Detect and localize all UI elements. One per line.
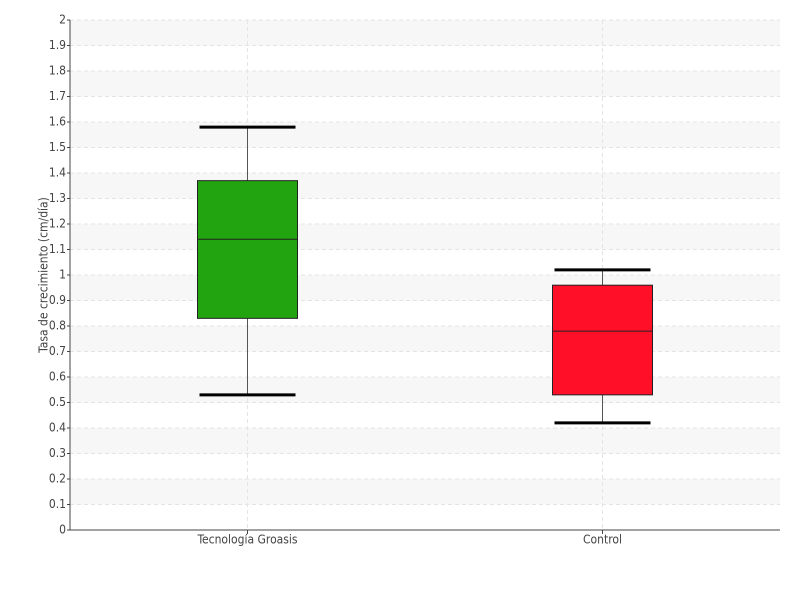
grid-band [70, 71, 780, 97]
y-tick-label: 2 [59, 13, 66, 27]
y-tick-label: 1.4 [49, 166, 66, 180]
y-tick-label: 0.5 [49, 395, 66, 409]
grid-band [70, 275, 780, 301]
x-tick-label: Control [583, 533, 622, 547]
box [552, 284, 653, 396]
grid-band [70, 428, 780, 454]
grid-band [70, 326, 780, 352]
grid-band [70, 224, 780, 250]
y-tick-label: 0.7 [49, 344, 66, 358]
grid-band [70, 479, 780, 505]
y-tick-label: 1.3 [49, 191, 66, 205]
y-tick-label: 1 [59, 268, 66, 282]
y-tick-label: 0.6 [49, 370, 66, 384]
y-tick-label: 0.1 [49, 497, 66, 511]
x-tick-label: Tecnología Groasis [196, 533, 297, 547]
y-tick-label: 1.2 [49, 217, 66, 231]
y-tick-label: 0.2 [49, 472, 66, 486]
y-axis-label: Tasa de crecimiento (cm/día) [37, 197, 51, 354]
y-tick-label: 1.9 [49, 38, 66, 52]
y-tick-label: 1.6 [49, 115, 66, 129]
y-tick-label: 0.9 [49, 293, 66, 307]
y-tick-label: 0.8 [49, 319, 66, 333]
y-tick-label: 1.7 [49, 89, 66, 103]
box [197, 180, 298, 319]
grid-band [70, 122, 780, 148]
y-tick-label: 0 [59, 523, 66, 537]
y-tick-label: 1.1 [49, 242, 66, 256]
grid-band [70, 377, 780, 403]
grid-band [70, 20, 780, 46]
y-tick-label: 0.4 [49, 421, 66, 435]
y-tick-label: 1.8 [49, 64, 66, 78]
y-tick-label: 1.5 [49, 140, 66, 154]
grid-band [70, 173, 780, 199]
y-tick-label: 0.3 [49, 446, 66, 460]
